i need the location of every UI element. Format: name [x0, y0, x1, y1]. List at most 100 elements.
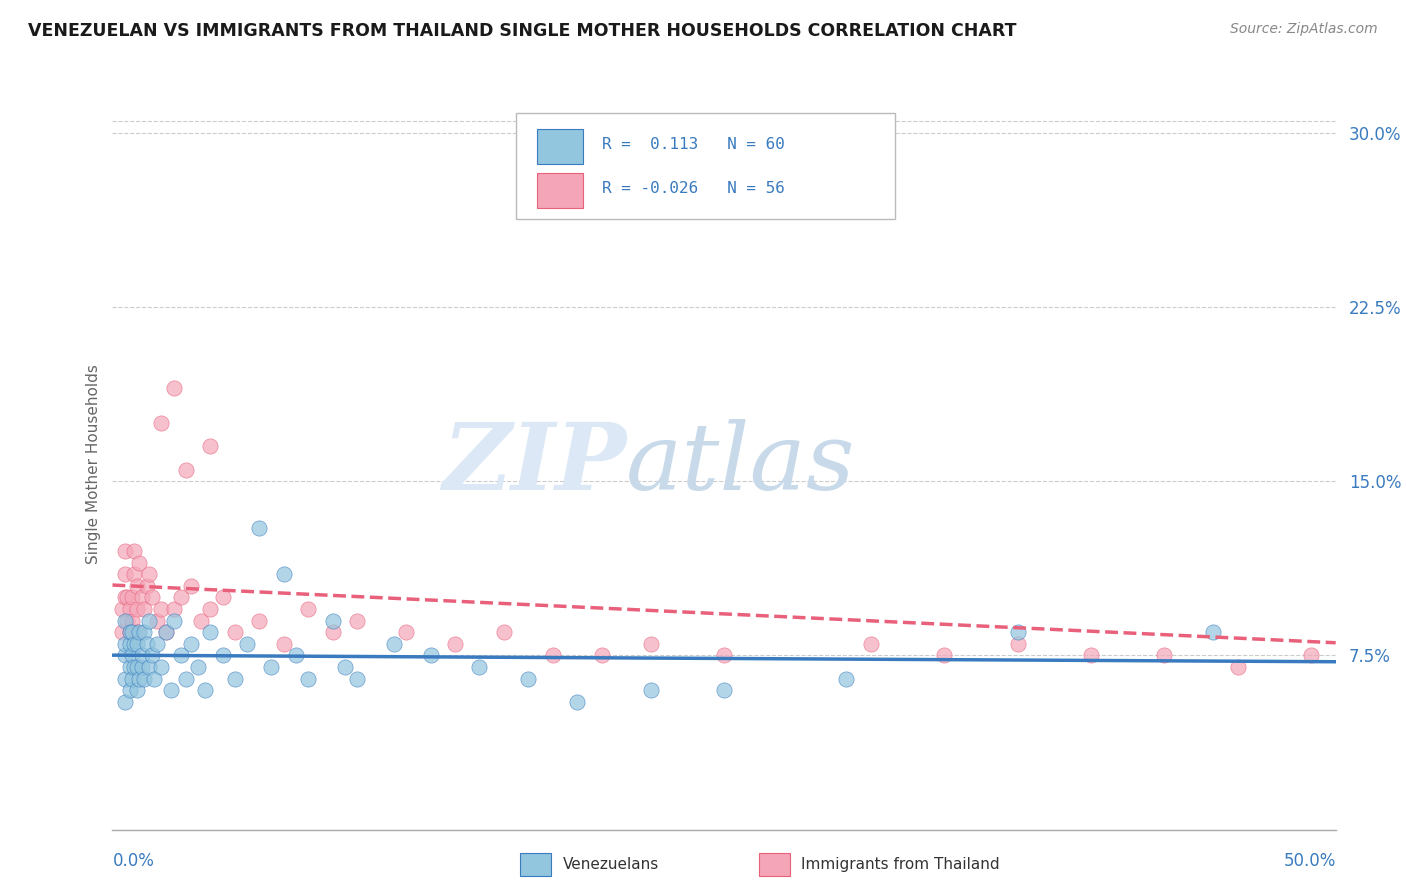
Point: [114, 672, 136, 686]
Point: [121, 648, 143, 663]
Text: 50.0%: 50.0%: [1284, 852, 1336, 870]
Text: Venezuelans: Venezuelans: [562, 857, 658, 871]
Point: [247, 521, 270, 535]
Point: [468, 660, 491, 674]
Point: [419, 648, 441, 663]
Point: [114, 544, 136, 558]
Point: [247, 614, 270, 628]
Point: [150, 660, 173, 674]
Point: [111, 625, 134, 640]
Point: [121, 672, 143, 686]
Point: [118, 683, 141, 698]
Text: ZIP: ZIP: [441, 419, 626, 508]
Point: [640, 683, 662, 698]
Point: [934, 648, 956, 663]
Point: [346, 614, 368, 628]
Point: [114, 695, 136, 709]
Point: [131, 648, 153, 663]
Text: R =  0.113   N = 60: R = 0.113 N = 60: [602, 136, 785, 152]
Point: [115, 614, 138, 628]
Point: [1080, 648, 1102, 663]
Point: [150, 602, 173, 616]
Point: [835, 672, 858, 686]
Point: [118, 660, 141, 674]
Point: [138, 614, 160, 628]
Point: [125, 683, 148, 698]
Point: [138, 660, 160, 674]
Point: [118, 637, 141, 651]
Point: [125, 637, 148, 651]
Point: [297, 672, 319, 686]
Point: [236, 637, 259, 651]
Point: [121, 625, 143, 640]
Point: [143, 672, 166, 686]
Point: [141, 591, 163, 605]
Point: [180, 579, 202, 593]
Point: [591, 648, 613, 663]
Point: [135, 637, 157, 651]
Point: [118, 625, 141, 640]
Point: [713, 648, 735, 663]
Point: [211, 591, 233, 605]
Point: [115, 591, 138, 605]
FancyBboxPatch shape: [537, 128, 583, 164]
Point: [124, 567, 146, 582]
Point: [128, 672, 150, 686]
Point: [174, 672, 197, 686]
Point: [125, 625, 148, 640]
Point: [1153, 648, 1175, 663]
FancyBboxPatch shape: [516, 112, 896, 219]
Point: [322, 614, 344, 628]
Point: [194, 683, 217, 698]
Text: VENEZUELAN VS IMMIGRANTS FROM THAILAND SINGLE MOTHER HOUSEHOLDS CORRELATION CHAR: VENEZUELAN VS IMMIGRANTS FROM THAILAND S…: [28, 22, 1017, 40]
Point: [174, 463, 197, 477]
Point: [640, 637, 662, 651]
Point: [190, 614, 212, 628]
Point: [114, 567, 136, 582]
Point: [517, 672, 540, 686]
Point: [131, 591, 153, 605]
Point: [492, 625, 515, 640]
Point: [180, 637, 202, 651]
Point: [155, 625, 177, 640]
Point: [224, 625, 246, 640]
Point: [141, 648, 163, 663]
Point: [395, 625, 418, 640]
Point: [124, 660, 146, 674]
Point: [273, 567, 295, 582]
Text: 0.0%: 0.0%: [112, 852, 155, 870]
Point: [541, 648, 564, 663]
Point: [859, 637, 882, 651]
Point: [121, 591, 143, 605]
Point: [713, 683, 735, 698]
Point: [1202, 625, 1225, 640]
Point: [114, 648, 136, 663]
Point: [160, 683, 183, 698]
Point: [187, 660, 209, 674]
Point: [260, 660, 283, 674]
Point: [124, 544, 146, 558]
Point: [163, 602, 186, 616]
Point: [211, 648, 233, 663]
Point: [224, 672, 246, 686]
Point: [128, 556, 150, 570]
Point: [114, 614, 136, 628]
Point: [125, 660, 148, 674]
Text: Immigrants from Thailand: Immigrants from Thailand: [801, 857, 1000, 871]
Point: [138, 567, 160, 582]
Text: atlas: atlas: [626, 419, 856, 508]
Text: R = -0.026   N = 56: R = -0.026 N = 56: [602, 180, 785, 195]
Point: [118, 625, 141, 640]
Point: [118, 602, 141, 616]
Point: [1226, 660, 1249, 674]
Point: [567, 695, 589, 709]
Y-axis label: Single Mother Households: Single Mother Households: [86, 364, 101, 564]
Point: [134, 602, 156, 616]
Point: [170, 591, 193, 605]
Point: [200, 602, 222, 616]
Point: [786, 195, 808, 210]
Point: [145, 637, 167, 651]
Point: [145, 614, 167, 628]
FancyBboxPatch shape: [537, 173, 583, 208]
Point: [121, 614, 143, 628]
